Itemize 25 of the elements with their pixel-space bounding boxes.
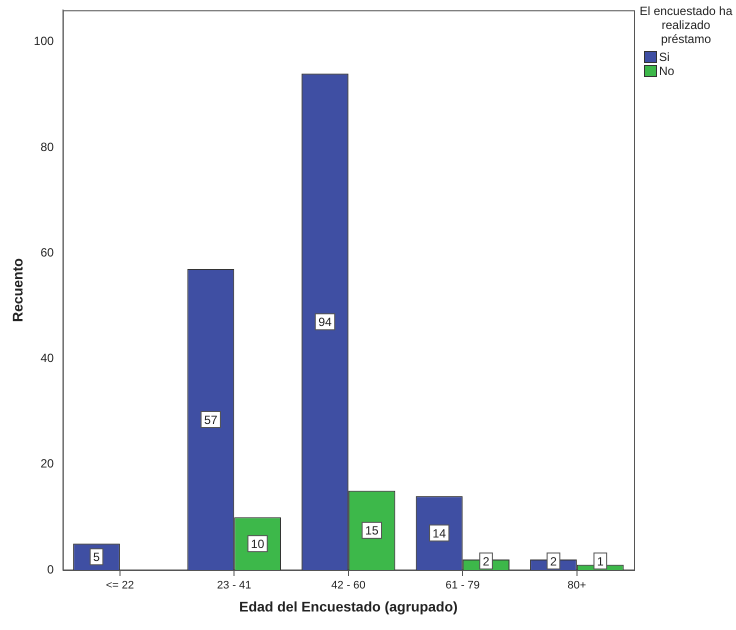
x-tick-label: 42 - 60: [331, 580, 366, 592]
legend-label: Si: [659, 50, 670, 64]
x-tick-label: 61 - 79: [446, 580, 480, 592]
legend-label: No: [659, 64, 674, 78]
data-label: 57: [204, 412, 218, 427]
data-label: 2: [482, 554, 490, 568]
data-label: 14: [432, 526, 446, 540]
y-tick-label: 80: [40, 140, 54, 154]
data-label: 1: [596, 554, 604, 568]
y-tick-label: 100: [34, 34, 54, 48]
data-label: 10: [250, 536, 265, 551]
data-label: 15: [365, 524, 379, 538]
y-tick-label: 0: [47, 562, 54, 576]
x-axis-title: Edad del Encuestado (agrupado): [239, 598, 458, 614]
y-tick-label: 40: [40, 351, 54, 366]
data-label: 5: [93, 550, 100, 564]
data-label: 2: [550, 554, 558, 568]
data-label: 94: [318, 315, 332, 330]
legend-title: El encuestado ha realizado préstamo: [638, 4, 734, 46]
y-tick-label: 20: [40, 456, 54, 471]
y-tick-label: 60: [40, 245, 54, 260]
y-axis-title: Recuento: [9, 258, 26, 322]
x-tick-label: 80+: [568, 580, 586, 592]
x-tick-label: 23 - 41: [217, 580, 252, 592]
x-tick-label: <= 22: [106, 580, 134, 592]
